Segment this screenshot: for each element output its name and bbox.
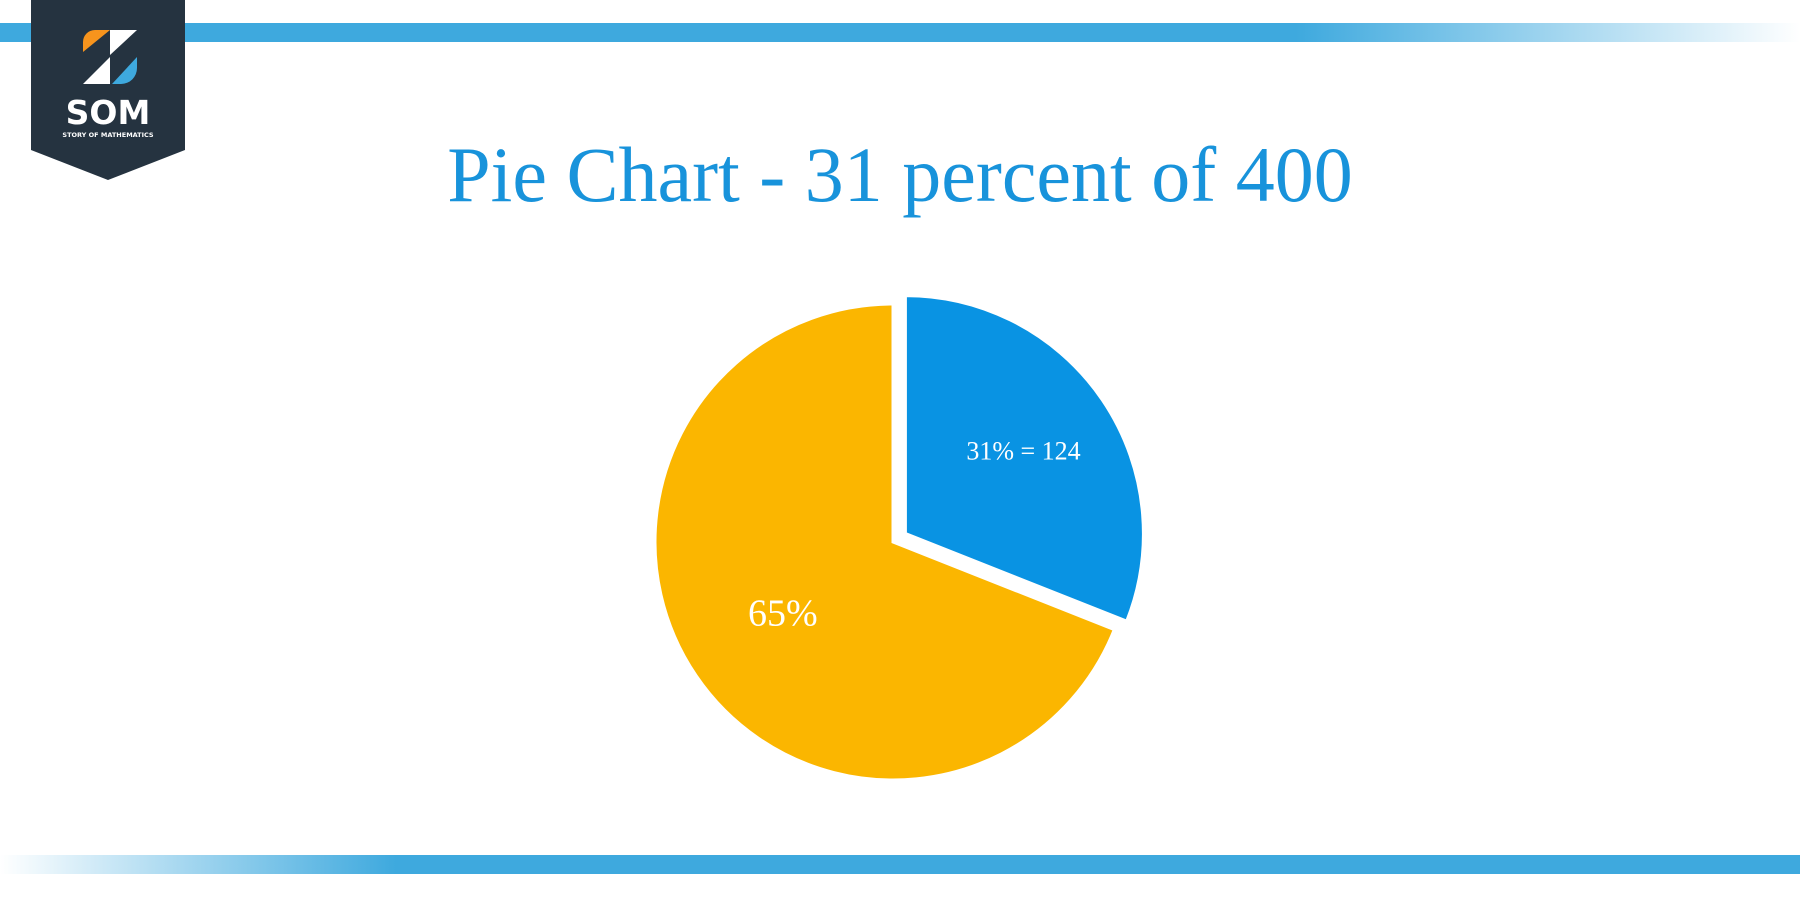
pie-slice-label-2: 65% (748, 593, 818, 635)
top-accent-bar (0, 23, 1800, 42)
logo-text: SOM (66, 93, 151, 132)
logo-subtext: STORY OF MATHEMATICS (62, 131, 154, 139)
pie-slice-1 (903, 294, 1145, 624)
som-logo: SOM STORY OF MATHEMATICS (31, 0, 185, 180)
pie-slice-label-1: 31% = 124 (966, 436, 1080, 465)
bottom-accent-bar (0, 855, 1800, 874)
pie-slice-2 (653, 302, 1117, 782)
chart-title: Pie Chart - 31 percent of 400 (447, 131, 1353, 218)
